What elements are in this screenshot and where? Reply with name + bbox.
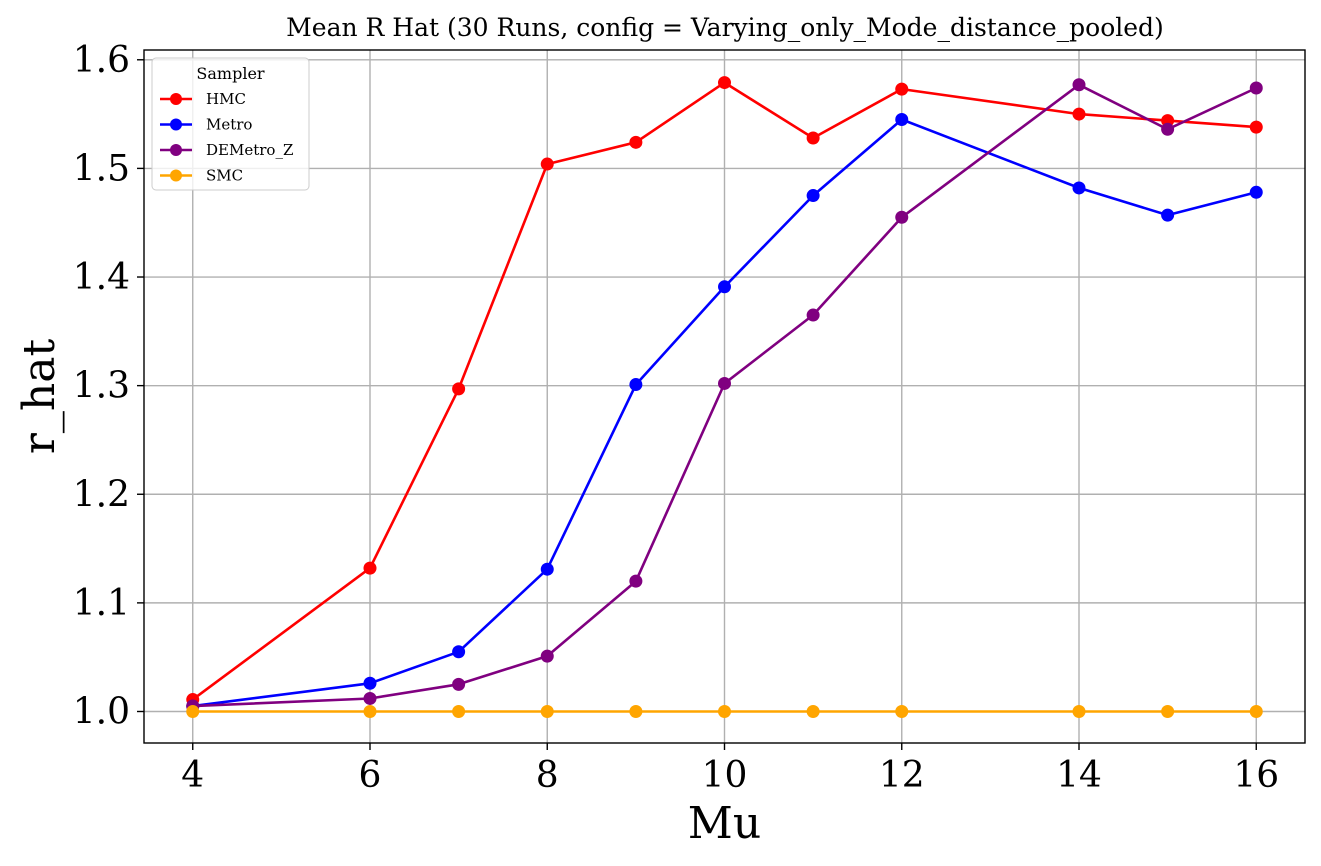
legend-label-hmc: HMC bbox=[206, 90, 246, 108]
data-point-metro-1 bbox=[363, 676, 377, 690]
x-tick-label-3: 10 bbox=[702, 755, 748, 796]
series-lines bbox=[186, 76, 1263, 718]
chart-title: Mean R Hat (30 Runs, config = Varying_on… bbox=[286, 13, 1164, 42]
data-point-hmc-10 bbox=[1249, 120, 1263, 134]
y-tick-label-4: 1.4 bbox=[73, 257, 130, 298]
series-demetro-z bbox=[186, 78, 1263, 713]
y-tick-label-2: 1.2 bbox=[73, 474, 130, 515]
data-point-smc-6 bbox=[806, 705, 820, 718]
data-point-metro-10 bbox=[1249, 185, 1263, 199]
legend-entry-hmc: HMC bbox=[160, 90, 246, 108]
data-point-smc-10 bbox=[1249, 705, 1263, 718]
data-point-hmc-4 bbox=[629, 135, 643, 149]
legend-entry-smc: SMC bbox=[160, 167, 243, 185]
legend-label-demetro-z: DEMetro_Z bbox=[206, 141, 293, 159]
data-point-metro-3 bbox=[540, 562, 554, 576]
legend-title: Sampler bbox=[196, 64, 265, 83]
x-axis-label: Mu bbox=[688, 798, 761, 849]
y-tick-label-1: 1.1 bbox=[73, 583, 130, 624]
data-point-demetro-z-5 bbox=[718, 376, 731, 390]
data-point-smc-9 bbox=[1161, 705, 1175, 718]
data-point-hmc-8 bbox=[1072, 107, 1086, 121]
legend-label-smc: SMC bbox=[206, 167, 243, 185]
data-point-smc-7 bbox=[895, 705, 909, 718]
data-point-demetro-z-4 bbox=[629, 574, 643, 588]
legend-box bbox=[151, 57, 310, 191]
y-tick-label-3: 1.3 bbox=[73, 366, 130, 407]
y-tick-label-5: 1.5 bbox=[73, 148, 130, 189]
data-point-hmc-1 bbox=[363, 561, 377, 575]
legend-swatch-marker-demetro-z bbox=[170, 144, 182, 156]
data-point-metro-7 bbox=[895, 113, 909, 127]
legend-swatch-marker-metro bbox=[170, 118, 182, 131]
data-point-smc-3 bbox=[540, 705, 554, 718]
legend-entry-demetro-z: DEMetro_Z bbox=[160, 141, 293, 159]
data-point-hmc-6 bbox=[806, 131, 820, 145]
data-point-hmc-5 bbox=[718, 76, 731, 90]
data-point-hmc-2 bbox=[452, 382, 466, 396]
y-tick-label-0: 1.0 bbox=[73, 692, 130, 733]
data-point-smc-2 bbox=[452, 705, 466, 718]
data-point-demetro-z-10 bbox=[1249, 81, 1263, 95]
data-point-demetro-z-9 bbox=[1161, 122, 1175, 136]
data-point-smc-1 bbox=[363, 705, 377, 718]
data-point-demetro-z-3 bbox=[540, 649, 554, 663]
legend-swatch-marker-hmc bbox=[170, 93, 182, 105]
data-point-metro-9 bbox=[1161, 208, 1175, 222]
data-point-demetro-z-2 bbox=[452, 677, 466, 691]
y-tick-label-6: 1.6 bbox=[73, 40, 130, 81]
x-tick-label-0: 4 bbox=[181, 755, 204, 796]
legend-entries: HMC Metro DEMetro_Z SMC bbox=[160, 90, 293, 185]
x-tick-label-6: 16 bbox=[1233, 755, 1279, 796]
y-axis-label: r_hat bbox=[14, 339, 65, 455]
legend-entry-metro: Metro bbox=[160, 116, 252, 134]
legend-swatch-marker-smc bbox=[170, 169, 182, 182]
data-point-hmc-7 bbox=[895, 82, 909, 96]
x-tick-label-5: 14 bbox=[1056, 755, 1102, 796]
x-tick-label-1: 6 bbox=[359, 755, 382, 796]
data-point-hmc-3 bbox=[540, 157, 554, 171]
data-point-metro-8 bbox=[1072, 181, 1086, 195]
x-axis-ticks: 4 6 8 10 12 14 16 bbox=[181, 743, 1279, 796]
data-point-metro-2 bbox=[452, 645, 466, 659]
data-point-smc-8 bbox=[1072, 705, 1086, 718]
data-point-metro-5 bbox=[718, 280, 731, 294]
legend-label-metro: Metro bbox=[206, 116, 252, 134]
series-smc bbox=[186, 705, 1263, 718]
legend: Sampler HMC Metro DEMetro_Z SMC bbox=[151, 57, 310, 191]
data-point-demetro-z-7 bbox=[895, 210, 909, 224]
x-tick-label-2: 8 bbox=[536, 755, 559, 796]
data-point-demetro-z-1 bbox=[363, 691, 377, 705]
data-point-demetro-z-8 bbox=[1072, 78, 1086, 92]
data-point-smc-0 bbox=[186, 705, 200, 718]
data-point-smc-4 bbox=[629, 705, 643, 718]
data-point-metro-4 bbox=[629, 378, 643, 392]
data-point-smc-5 bbox=[718, 705, 731, 718]
x-tick-label-4: 12 bbox=[879, 755, 925, 796]
data-point-demetro-z-6 bbox=[806, 308, 820, 322]
data-point-metro-6 bbox=[806, 189, 820, 203]
y-axis-ticks: 1.0 1.1 1.2 1.3 1.4 1.5 1.6 bbox=[73, 40, 144, 733]
series-hmc bbox=[186, 76, 1263, 707]
